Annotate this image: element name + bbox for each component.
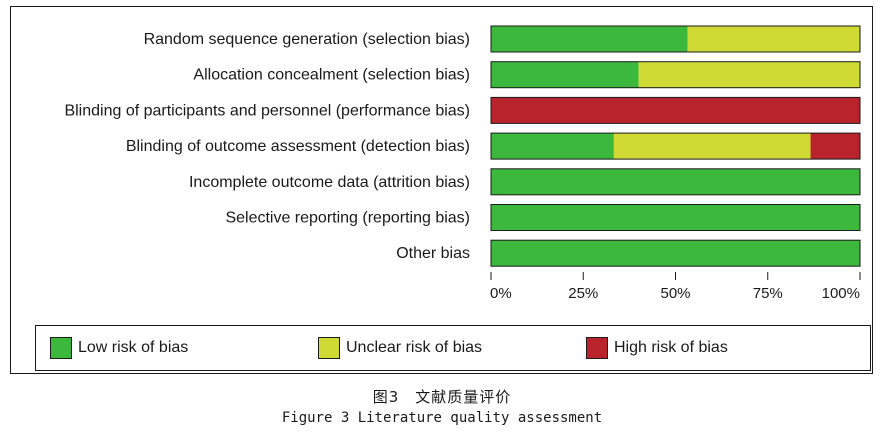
legend: Low risk of bias Unclear risk of bias Hi…: [35, 325, 871, 371]
bar-segment-unclear: [638, 61, 860, 88]
risk-of-bias-chart: Random sequence generation (selection bi…: [64, 25, 861, 302]
bar-outline: [490, 96, 861, 124]
bar-segment-low: [491, 168, 860, 195]
figure-frame: Random sequence generation (selection bi…: [10, 6, 873, 374]
bar-segment-unclear: [613, 133, 811, 160]
bar-outline: [490, 25, 861, 53]
legend-item-low: Low risk of bias: [50, 336, 188, 360]
legend-item-high: High risk of bias: [586, 336, 728, 360]
x-tick-label: 50%: [660, 285, 690, 302]
category-label: Allocation concealment (selection bias): [193, 67, 470, 84]
category-label: Selective reporting (reporting bias): [225, 210, 470, 227]
x-tick-label: 25%: [568, 285, 598, 302]
bar-segment-low: [491, 133, 614, 160]
category-labels: Random sequence generation (selection bi…: [64, 31, 470, 262]
bar-outline: [490, 239, 861, 267]
x-tick-label: 0%: [490, 285, 512, 302]
x-tick-label: 75%: [753, 285, 783, 302]
category-label: Incomplete outcome data (attrition bias): [189, 174, 470, 191]
category-label: Blinding of outcome assessment (detectio…: [126, 138, 470, 155]
category-label: Random sequence generation (selection bi…: [144, 31, 470, 48]
x-tick-label: 100%: [822, 285, 860, 302]
bar-outline: [490, 204, 861, 231]
bar-segment-unclear: [687, 26, 860, 52]
bar-outline: [490, 168, 861, 196]
x-axis: 0% 25% 50% 75% 100%: [490, 272, 861, 302]
bar-segment-low: [491, 204, 860, 231]
legend-swatch-low: [50, 337, 72, 359]
bar-segment-low: [491, 26, 688, 52]
bar-segment-low: [491, 61, 639, 88]
caption-english: Figure 3 Literature quality assessment: [281, 410, 603, 426]
legend-label-unclear: Unclear risk of bias: [346, 339, 483, 356]
bar-segment-high: [491, 97, 860, 124]
legend-label-low: Low risk of bias: [78, 339, 189, 356]
legend-item-unclear: Unclear risk of bias: [318, 336, 482, 360]
bar-outline: [490, 61, 861, 89]
legend-label-high: High risk of bias: [614, 339, 728, 356]
legend-swatch-unclear: [318, 337, 340, 359]
category-label: Blinding of participants and personnel (…: [64, 102, 470, 119]
legend-swatch-high: [586, 337, 608, 359]
caption-chinese: 图3 文献质量评价: [372, 388, 512, 406]
bars: [490, 25, 861, 267]
category-label: Other bias: [396, 245, 470, 262]
bar-segment-low: [491, 240, 860, 267]
bar-segment-high: [810, 133, 860, 160]
bar-outline: [490, 132, 861, 160]
